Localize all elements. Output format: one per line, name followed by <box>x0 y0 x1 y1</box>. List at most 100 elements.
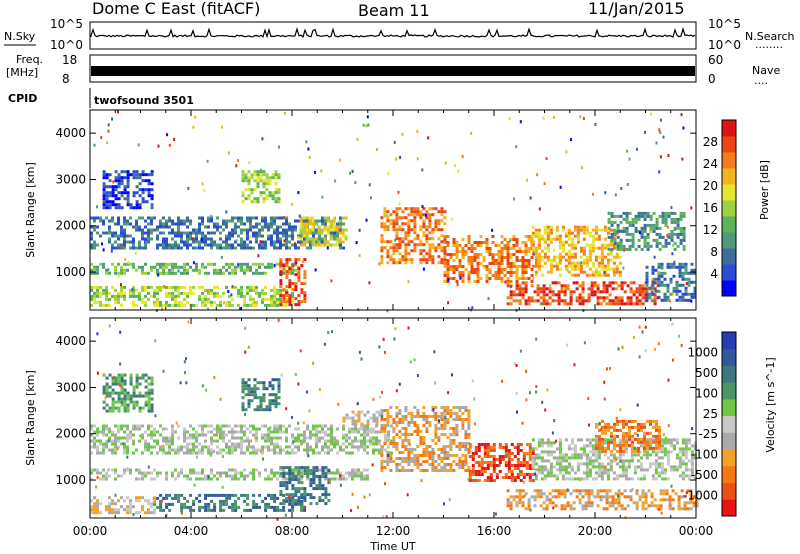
heatmap-cell <box>258 294 261 298</box>
heatmap-cell <box>342 448 345 452</box>
heatmap-cell <box>308 222 312 226</box>
freq-strip: Freq. [MHz] 18 8 60 0 Nave .... <box>6 53 780 87</box>
heatmap-cell <box>449 268 453 271</box>
cpid-strip: CPID twofsound 3501 <box>8 88 194 108</box>
heatmap-cell <box>617 501 621 505</box>
heatmap-cell <box>620 187 623 190</box>
heatmap-cell <box>102 448 105 452</box>
heatmap-cell <box>216 225 219 229</box>
heatmap-cell <box>195 477 198 481</box>
heatmap-cell <box>620 284 624 288</box>
heatmap-cell <box>237 477 240 481</box>
heatmap-cell <box>339 216 342 220</box>
heatmap-cell <box>102 451 105 455</box>
heatmap-cell <box>228 265 231 269</box>
heatmap-cell <box>539 296 543 300</box>
heatmap-cell <box>545 495 549 499</box>
heatmap-cell <box>144 385 148 389</box>
heatmap-cell <box>552 237 556 241</box>
colorbar-swatch <box>722 280 736 297</box>
heatmap-cell <box>401 451 405 454</box>
heatmap-cell <box>468 476 472 479</box>
heatmap-cell <box>315 228 318 232</box>
heatmap-cell <box>407 222 411 226</box>
heatmap-cell <box>153 477 156 481</box>
heatmap-cell <box>588 252 592 256</box>
heatmap-cell <box>558 273 562 277</box>
heatmap-cell <box>428 457 432 460</box>
heatmap-cell <box>279 300 283 304</box>
heatmap-cell <box>510 473 514 476</box>
heatmap-cell <box>524 250 528 253</box>
heatmap-cell <box>274 182 278 186</box>
heatmap-cell <box>329 234 333 238</box>
heatmap-cell <box>279 474 282 478</box>
heatmap-cell <box>659 492 663 496</box>
heatmap-cell <box>327 448 330 452</box>
heatmap-cell <box>482 259 486 262</box>
heatmap-cell <box>425 469 429 472</box>
heatmap-cell <box>276 430 279 434</box>
heatmap-cell <box>566 302 570 306</box>
heatmap-cell <box>126 194 130 198</box>
heatmap-cell <box>525 461 529 464</box>
heatmap-cell <box>320 228 324 232</box>
heatmap-cell <box>111 448 114 452</box>
heatmap-cell <box>554 293 558 297</box>
heatmap-cell <box>682 229 686 233</box>
heatmap-cell <box>521 281 525 285</box>
heatmap-cell <box>582 270 586 274</box>
heatmap-cell <box>306 436 309 440</box>
heatmap-cell <box>482 266 485 270</box>
heatmap-cell <box>93 439 96 443</box>
heatmap-cell <box>449 463 453 466</box>
heatmap-cell <box>273 474 276 478</box>
heatmap-cell <box>626 504 630 508</box>
heatmap-cell <box>549 225 553 229</box>
heatmap-cell <box>440 210 444 214</box>
heatmap-cell <box>602 299 606 303</box>
heatmap-cell <box>194 115 197 119</box>
heatmap-cell <box>241 402 245 406</box>
heatmap-cell <box>497 268 501 271</box>
heatmap-cell <box>265 387 269 391</box>
heatmap-cell <box>159 508 163 512</box>
heatmap-cell <box>168 451 171 455</box>
heatmap-cell <box>614 498 618 502</box>
heatmap-cell <box>626 296 630 300</box>
heatmap-cell <box>279 303 283 307</box>
heatmap-cell <box>138 291 141 295</box>
heatmap-cell <box>144 173 148 177</box>
heatmap-cell <box>210 430 213 434</box>
heatmap-cell <box>434 436 438 439</box>
heatmap-cell <box>366 427 369 431</box>
heatmap-cell <box>264 291 267 295</box>
heatmap-cell <box>428 249 432 253</box>
heatmap-cell <box>395 207 399 211</box>
heatmap-cell <box>180 231 183 235</box>
heatmap-cell <box>531 449 535 452</box>
heatmap-cell <box>150 265 153 269</box>
heatmap-cell <box>416 234 420 238</box>
heatmap-cell <box>572 281 576 285</box>
heatmap-cell <box>216 222 219 226</box>
heatmap-cell <box>410 460 414 463</box>
heatmap-cell <box>132 294 135 298</box>
heatmap-cell <box>342 424 345 428</box>
heatmap-cell <box>386 457 390 460</box>
heatmap-cell <box>431 258 435 262</box>
heatmap-cell <box>120 234 123 238</box>
heatmap-cell <box>596 284 600 288</box>
heatmap-cell <box>90 303 93 307</box>
heatmap-cell <box>602 287 606 291</box>
heatmap-cell <box>354 424 357 428</box>
heatmap-cell <box>150 216 153 220</box>
heatmap-cell <box>357 427 360 431</box>
heatmap-cell <box>105 439 108 443</box>
heatmap-cell <box>531 240 535 244</box>
heatmap-cell <box>525 443 529 446</box>
heatmap-cell <box>410 421 414 424</box>
heatmap-cell <box>594 267 598 271</box>
heatmap-cell <box>255 268 258 272</box>
heatmap-cell <box>681 265 685 269</box>
